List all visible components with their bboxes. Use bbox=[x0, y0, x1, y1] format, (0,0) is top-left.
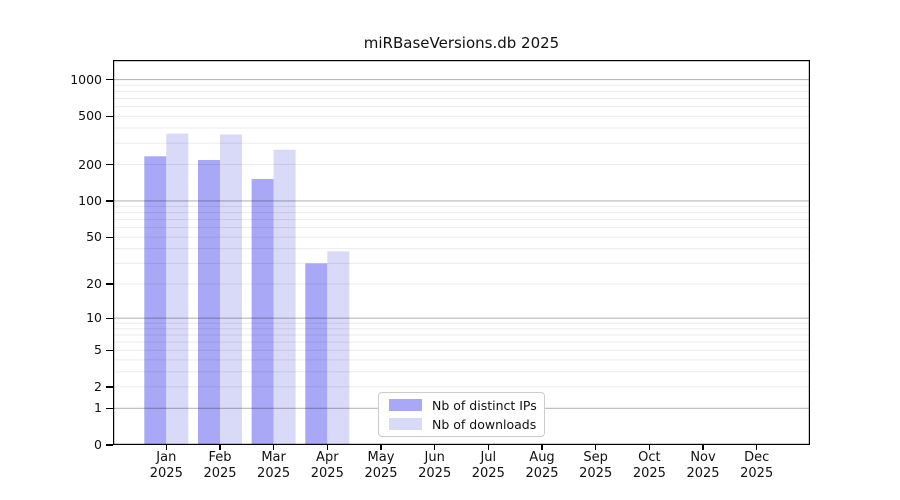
bar-nb-of-distinct-ips-feb bbox=[198, 160, 220, 445]
x-tick-label-line: Sep bbox=[583, 450, 608, 465]
y-tick-label: 100 bbox=[78, 192, 102, 208]
legend-swatch-distinct-ips-icon bbox=[389, 399, 422, 411]
bars-layer bbox=[144, 133, 350, 445]
x-tick-mark bbox=[487, 445, 489, 450]
y-tick-mark bbox=[106, 115, 113, 117]
x-tick-label-line: 2025 bbox=[203, 465, 237, 481]
y-tick-mark bbox=[106, 349, 113, 351]
plot-area bbox=[113, 60, 810, 445]
y-tick-label: 500 bbox=[78, 108, 102, 124]
bar-nb-of-downloads-feb bbox=[220, 134, 242, 445]
y-tick-label: 10 bbox=[86, 310, 102, 326]
y-tick-mark bbox=[106, 386, 113, 388]
x-tick-label-line: 2025 bbox=[471, 465, 505, 481]
x-tick-mark bbox=[380, 445, 382, 450]
y-tick-label: 50 bbox=[86, 229, 102, 245]
x-tick-label: Nov 2025 bbox=[663, 450, 743, 481]
legend-swatch-downloads-icon bbox=[389, 418, 422, 430]
x-tick-label: Apr 2025 bbox=[287, 450, 367, 481]
bar-nb-of-downloads-apr bbox=[327, 251, 350, 445]
x-tick-mark bbox=[219, 445, 221, 450]
x-tick-label-line: May bbox=[367, 450, 395, 465]
legend-label: Nb of distinct IPs bbox=[432, 397, 537, 413]
x-tick-mark bbox=[756, 445, 758, 450]
y-tick-label: 200 bbox=[78, 156, 102, 172]
y-tick-label: 20 bbox=[86, 276, 102, 291]
y-tick-label: 1000 bbox=[70, 71, 102, 87]
x-tick-label-line: 2025 bbox=[632, 465, 666, 481]
x-tick-label-line: Feb bbox=[208, 450, 232, 465]
bar-nb-of-downloads-mar bbox=[273, 149, 296, 445]
y-tick-mark bbox=[106, 79, 113, 81]
x-tick-mark bbox=[648, 445, 651, 450]
x-tick-label-line: 2025 bbox=[149, 465, 183, 481]
x-tick-label-line: 2025 bbox=[257, 465, 291, 481]
y-tick-mark bbox=[106, 444, 113, 446]
x-tick-label-line: 2025 bbox=[686, 465, 720, 481]
x-tick-mark bbox=[434, 445, 436, 450]
x-tick-label-line: Apr bbox=[316, 450, 339, 465]
x-tick-label: Mar 2025 bbox=[234, 450, 314, 481]
x-tick-label-line: 2025 bbox=[740, 465, 774, 481]
x-tick-label-line: Mar bbox=[261, 450, 286, 465]
x-tick-mark bbox=[702, 445, 704, 450]
x-tick-label-line: 2025 bbox=[364, 465, 398, 481]
y-tick-label: 1 bbox=[94, 400, 102, 416]
y-tick-mark bbox=[106, 200, 113, 202]
legend: Nb of distinct IPs Nb of downloads bbox=[378, 392, 545, 437]
legend-label: Nb of downloads bbox=[432, 416, 537, 432]
x-tick-label: Jun 2025 bbox=[395, 450, 475, 481]
plot-border bbox=[113, 60, 810, 445]
x-tick-label-line: Aug bbox=[529, 450, 555, 465]
x-tick-label-line: 2025 bbox=[525, 465, 559, 481]
x-tick-label-line: Jul bbox=[480, 450, 497, 465]
x-tick-label-line: Jun bbox=[424, 450, 445, 465]
y-tick-mark bbox=[106, 283, 113, 285]
x-tick-mark bbox=[541, 445, 543, 450]
x-tick-mark bbox=[273, 445, 275, 450]
y-tick-label: 0 bbox=[94, 437, 102, 452]
x-tick-label-line: Nov bbox=[690, 450, 716, 465]
x-tick-mark bbox=[165, 445, 167, 450]
x-tick-mark bbox=[326, 445, 328, 450]
y-tick-mark bbox=[106, 163, 113, 166]
x-tick-label: Aug 2025 bbox=[502, 450, 582, 481]
x-tick-label-line: 2025 bbox=[310, 465, 344, 481]
bar-nb-of-distinct-ips-apr bbox=[305, 263, 328, 445]
x-tick-label: Jul 2025 bbox=[448, 450, 528, 481]
x-tick-label: Oct 2025 bbox=[609, 450, 689, 481]
x-tick-label-line: 2025 bbox=[579, 465, 613, 481]
y-tick-mark bbox=[106, 407, 113, 409]
x-tick-label: May 2025 bbox=[341, 450, 421, 481]
x-tick-label-line: Oct bbox=[638, 450, 661, 465]
bar-nb-of-distinct-ips-jan bbox=[144, 156, 167, 445]
x-tick-label: Feb 2025 bbox=[180, 450, 260, 481]
y-tick-mark bbox=[106, 317, 113, 319]
y-tick-label: 5 bbox=[94, 342, 102, 358]
chart-title: miRBaseVersions.db 2025 bbox=[363, 34, 560, 52]
x-tick-label-line: 2025 bbox=[418, 465, 452, 481]
bar-nb-of-downloads-jan bbox=[166, 133, 189, 445]
legend-item: Nb of distinct IPs bbox=[389, 398, 544, 413]
bar-nb-of-distinct-ips-mar bbox=[251, 179, 274, 445]
x-tick-label: Dec 2025 bbox=[717, 450, 797, 481]
y-tick-mark bbox=[106, 236, 113, 238]
x-tick-label-line: Dec bbox=[744, 450, 770, 465]
x-tick-label: Jan 2025 bbox=[126, 450, 206, 481]
y-tick-label: 2 bbox=[94, 378, 102, 394]
x-tick-mark bbox=[595, 445, 597, 450]
legend-item: Nb of downloads bbox=[389, 417, 544, 432]
x-tick-label-line: Jan bbox=[156, 450, 177, 465]
x-tick-label: Sep 2025 bbox=[556, 450, 636, 481]
